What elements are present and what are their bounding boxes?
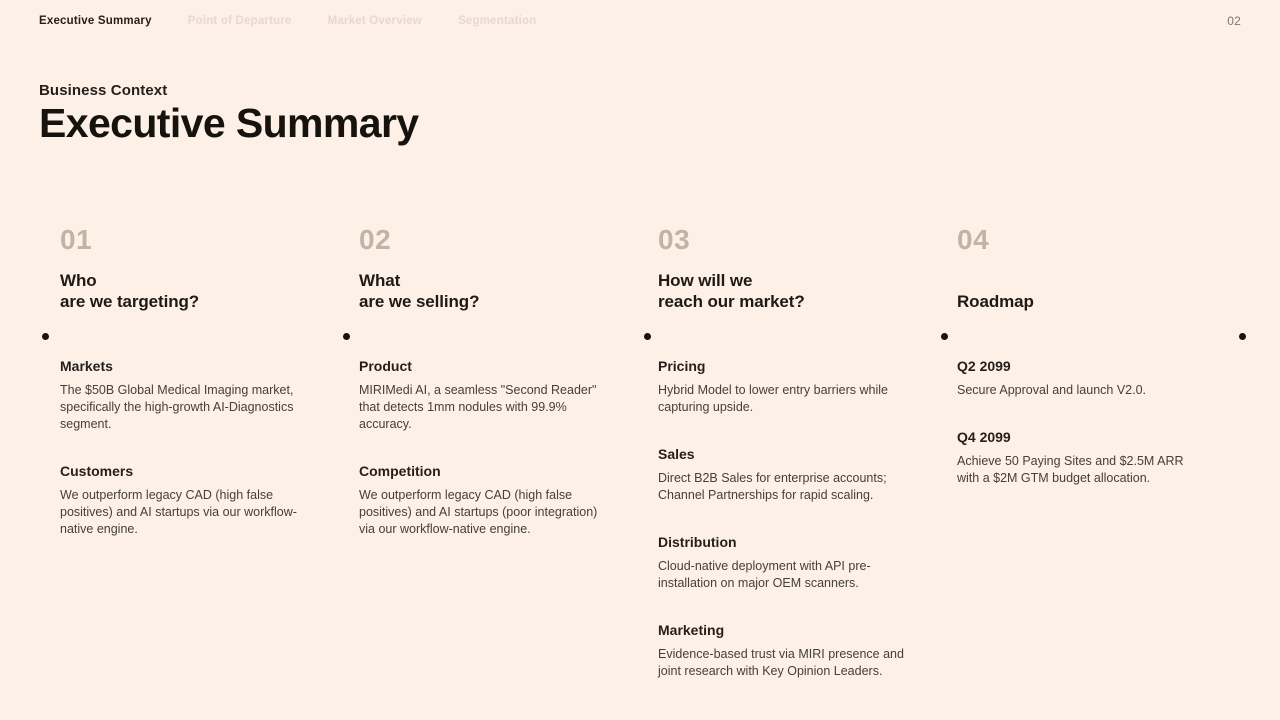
nav-tab-segmentation[interactable]: Segmentation (458, 15, 537, 27)
column-question: How will we reach our market? (658, 271, 805, 311)
page-number: 02 (1227, 14, 1241, 28)
column-roadmap: 04 Roadmap Q2 2099 Secure Approval and l… (939, 226, 1238, 710)
timeline-dot (42, 333, 49, 340)
section-heading: Customers (60, 463, 134, 479)
eyebrow-label: Business Context (39, 82, 168, 99)
section-product: Product MIRIMedi AI, a seamless "Second … (359, 358, 611, 433)
section-body: The $50B Global Medical Imaging market, … (60, 383, 294, 431)
section-q4-2099: Q4 2099 Achieve 50 Paying Sites and $2.5… (957, 429, 1209, 487)
section-competition: Competition We outperform legacy CAD (hi… (359, 463, 611, 538)
section-body: We outperform legacy CAD (high false pos… (359, 488, 598, 536)
section-heading: Markets (60, 358, 113, 374)
section-body: Evidence-based trust via MIRI presence a… (658, 647, 904, 678)
summary-board: 01 Who are we targeting? Markets The $50… (42, 226, 1246, 710)
nav-tab-point-of-departure[interactable]: Point of Departure (187, 15, 292, 27)
timeline-dot (941, 333, 948, 340)
slide-nav: Executive Summary Point of Departure Mar… (39, 14, 1241, 28)
section-customers: Customers We outperform legacy CAD (high… (60, 463, 312, 538)
timeline-dot (1239, 333, 1246, 340)
column-how: 03 How will we reach our market? Pricing… (640, 226, 939, 710)
slide-header: Business Context Executive Summary (39, 82, 419, 147)
section-body: Hybrid Model to lower entry barriers whi… (658, 383, 888, 414)
timeline-dot (644, 333, 651, 340)
column-who: 01 Who are we targeting? Markets The $50… (42, 226, 341, 710)
section-sales: Sales Direct B2B Sales for enterprise ac… (658, 446, 910, 504)
section-heading: Pricing (658, 358, 706, 374)
section-pricing: Pricing Hybrid Model to lower entry barr… (658, 358, 910, 416)
section-marketing: Marketing Evidence-based trust via MIRI … (658, 622, 910, 680)
column-number: 04 (957, 224, 990, 255)
section-body: Secure Approval and launch V2.0. (957, 383, 1147, 397)
section-body: Achieve 50 Paying Sites and $2.5M ARR wi… (957, 454, 1184, 485)
section-heading: Product (359, 358, 412, 374)
section-heading: Sales (658, 446, 695, 462)
section-distribution: Distribution Cloud-native deployment wit… (658, 534, 910, 592)
column-number: 01 (60, 224, 93, 255)
column-number: 02 (359, 224, 392, 255)
nav-tab-market-overview[interactable]: Market Overview (327, 15, 423, 27)
column-number: 03 (658, 224, 691, 255)
timeline-dot (343, 333, 350, 340)
column-question: Roadmap (957, 292, 1034, 311)
section-heading: Q2 2099 (957, 358, 1011, 374)
section-heading: Distribution (658, 534, 737, 550)
section-markets: Markets The $50B Global Medical Imaging … (60, 358, 312, 433)
column-what: 02 What are we selling? Product MIRIMedi… (341, 226, 640, 710)
section-heading: Q4 2099 (957, 429, 1011, 445)
section-q2-2099: Q2 2099 Secure Approval and launch V2.0. (957, 358, 1209, 399)
section-body: Direct B2B Sales for enterprise accounts… (658, 471, 887, 502)
section-heading: Marketing (658, 622, 725, 638)
section-heading: Competition (359, 463, 441, 479)
column-question: What are we selling? (359, 271, 480, 311)
page-title: Executive Summary (39, 100, 419, 146)
column-question: Who are we targeting? (60, 271, 200, 311)
section-body: MIRIMedi AI, a seamless "Second Reader" … (359, 383, 597, 431)
nav-tab-executive-summary[interactable]: Executive Summary (39, 15, 152, 27)
section-body: Cloud-native deployment with API pre-ins… (658, 559, 871, 590)
section-body: We outperform legacy CAD (high false pos… (60, 488, 297, 536)
